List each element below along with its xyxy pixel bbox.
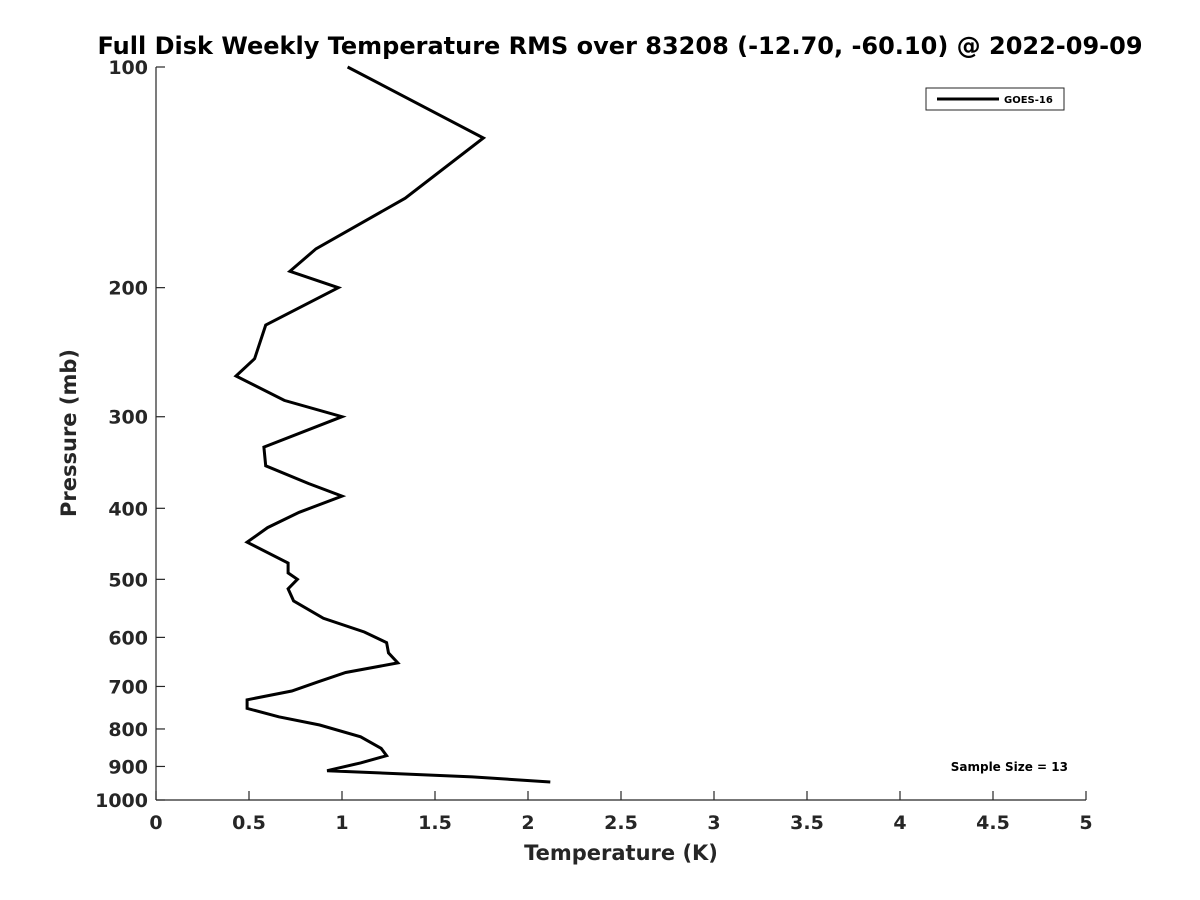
y-tick-label: 1000 [95, 790, 148, 812]
x-tick-label: 1 [335, 812, 348, 834]
y-tick-label: 800 [108, 719, 148, 741]
legend: GOES-16 [925, 87, 1065, 111]
y-tick-label: 200 [108, 278, 148, 300]
y-ticks: 100 200 300 400 500 600 700 800 900 1000 [95, 57, 165, 812]
y-tick-label: 900 [108, 756, 148, 778]
y-tick-label: 600 [108, 627, 148, 649]
x-tick-label: 2 [521, 812, 534, 834]
x-tick-label: 4 [893, 812, 906, 834]
y-tick-label: 300 [108, 407, 148, 429]
chart-title: Full Disk Weekly Temperature RMS over 83… [97, 32, 1142, 60]
x-tick-label: 3 [707, 812, 720, 834]
sample-size-annotation: Sample Size = 13 [951, 760, 1068, 774]
series-layer [233, 65, 551, 784]
y-tick-label: 400 [108, 498, 148, 520]
x-tick-label: 4.5 [976, 812, 1010, 834]
y-tick-label: 500 [108, 569, 148, 591]
x-tick-label: 3.5 [790, 812, 824, 834]
legend-label: GOES-16 [1004, 95, 1053, 106]
x-tick-label: 0 [149, 812, 162, 834]
x-tick-label: 0.5 [232, 812, 266, 834]
x-ticks: 0 0.5 1 1.5 2 2.5 3 3.5 4 4.5 5 [149, 791, 1093, 834]
x-tick-label: 5 [1079, 812, 1092, 834]
x-axis-label: Temperature (K) [524, 841, 718, 865]
series-line-1 [233, 65, 551, 784]
x-tick-label: 1.5 [418, 812, 452, 834]
y-tick-label: 100 [108, 57, 148, 79]
x-tick-label: 2.5 [604, 812, 638, 834]
y-axis-label: Pressure (mb) [57, 349, 81, 517]
y-tick-label: 700 [108, 676, 148, 698]
